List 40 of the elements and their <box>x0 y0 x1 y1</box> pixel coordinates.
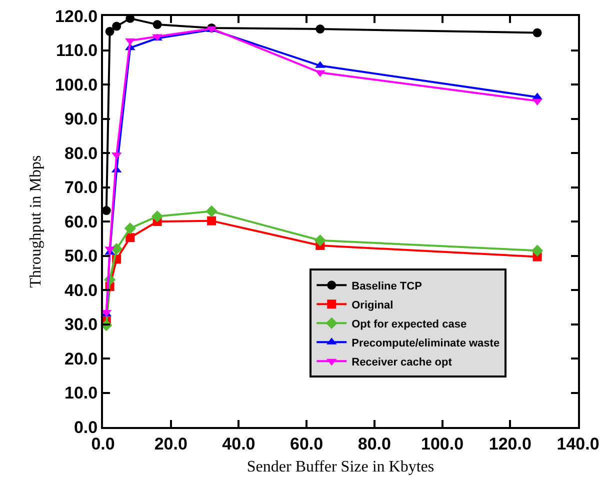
y-tick-label: 90.0 <box>64 110 98 129</box>
y-tick-label: 120.0 <box>55 6 98 26</box>
x-tick-label: 40.0 <box>222 434 256 454</box>
point <box>207 216 216 226</box>
point <box>112 22 122 31</box>
point <box>105 26 114 36</box>
point <box>126 233 135 242</box>
x-tick-label: 0.0 <box>91 434 115 454</box>
legend-label: Baseline TCP <box>352 280 422 292</box>
x-tick-label: 60.0 <box>290 434 324 454</box>
y-tick-label: 60.0 <box>64 212 98 232</box>
y-tick-label: 30.0 <box>64 315 98 334</box>
point <box>151 210 164 222</box>
y-tick-label: 10.0 <box>64 384 98 403</box>
legend-label: Opt for expected case <box>352 318 467 330</box>
point <box>314 234 326 246</box>
point <box>316 24 325 34</box>
x-tick-label: 80.0 <box>358 434 391 454</box>
x-tick-label: 100.0 <box>421 434 464 454</box>
point <box>152 20 162 30</box>
x-tick-label: 120.0 <box>488 434 532 454</box>
x-axis-title: Sender Buffer Size in Kbytes <box>246 458 434 476</box>
y-tick-label: 40.0 <box>64 280 98 300</box>
legend-label: Original <box>352 299 394 312</box>
y-tick-label: 20.0 <box>64 349 98 368</box>
y-tick-label: 80.0 <box>64 144 98 163</box>
point <box>531 244 544 256</box>
point <box>532 28 542 38</box>
legend-label: Precompute/eliminate waste <box>352 337 500 350</box>
y-tick-label: 50.0 <box>64 246 98 266</box>
point <box>206 205 218 218</box>
y-tick-label: 100.0 <box>55 75 98 94</box>
x-tick-label: 140.0 <box>556 434 600 454</box>
y-axis-title: Throughput in Mbps <box>27 155 44 288</box>
y-tick-label: 0.0 <box>74 418 98 437</box>
y-tick-label: 70.0 <box>64 178 98 198</box>
x-tick-label: 20.0 <box>154 434 188 454</box>
point <box>124 222 136 234</box>
y-tick-label: 110.0 <box>56 41 98 60</box>
legend-label: Receiver cache opt <box>352 356 452 368</box>
